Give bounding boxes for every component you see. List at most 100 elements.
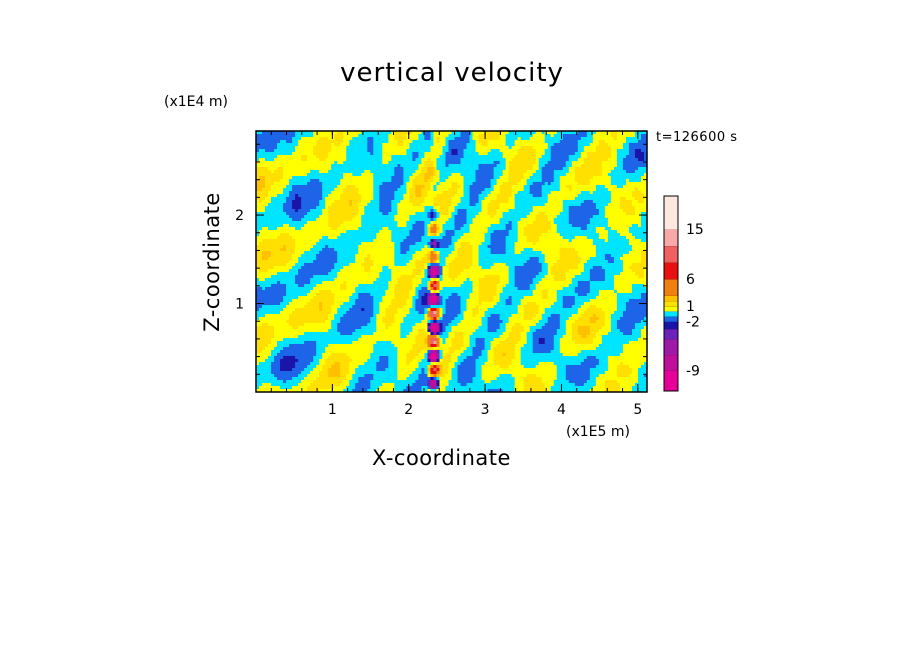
field-cell <box>532 140 537 144</box>
field-cell <box>472 209 476 213</box>
field-cell <box>400 140 404 144</box>
field-cell <box>367 173 371 177</box>
field-cell <box>574 146 579 150</box>
field-cell <box>316 137 320 141</box>
field-cell <box>463 155 467 159</box>
field-cell <box>364 188 368 192</box>
field-cell <box>577 140 582 144</box>
field-cell <box>550 218 555 222</box>
field-cell <box>394 239 398 243</box>
field-cell <box>319 197 323 201</box>
field-cell <box>388 188 392 192</box>
field-cell <box>385 218 389 222</box>
field-cell <box>412 179 416 183</box>
field-cell <box>613 185 618 189</box>
field-cell <box>532 197 537 201</box>
field-cell <box>328 155 332 159</box>
field-cell <box>349 236 353 240</box>
field-cell <box>601 218 606 222</box>
field-cell <box>610 203 615 207</box>
field-cell <box>337 197 341 201</box>
field-cell <box>571 161 576 165</box>
field-cell <box>268 233 272 237</box>
field-cell <box>289 245 293 249</box>
field-cell <box>433 185 437 189</box>
field-cell <box>430 203 434 207</box>
field-cell <box>445 143 449 147</box>
field-cell <box>628 206 633 210</box>
field-cell <box>484 179 488 183</box>
field-cell <box>292 227 296 231</box>
field-cell <box>538 212 543 216</box>
field-cell <box>475 242 479 246</box>
field-cell <box>286 131 290 135</box>
field-cell <box>304 185 308 189</box>
field-cell <box>346 239 350 243</box>
field-cell <box>448 158 452 162</box>
field-cell <box>325 239 329 243</box>
field-cell <box>604 224 609 228</box>
field-cell <box>355 236 359 240</box>
field-cell <box>301 137 305 141</box>
field-cell <box>514 203 519 207</box>
field-cell <box>376 230 380 234</box>
field-cell <box>493 221 498 225</box>
field-cell <box>400 155 404 159</box>
field-cell <box>421 188 425 192</box>
field-cell <box>373 218 377 222</box>
field-cell <box>382 230 386 234</box>
field-cell <box>436 236 440 240</box>
field-cell <box>562 230 567 234</box>
field-cell <box>457 212 461 216</box>
field-cell <box>463 170 467 174</box>
field-cell <box>385 245 389 249</box>
field-cell <box>502 134 507 138</box>
field-cell <box>562 134 567 138</box>
field-cell <box>403 185 407 189</box>
field-cell <box>415 185 419 189</box>
field-cell <box>448 146 452 150</box>
field-cell <box>361 143 365 147</box>
field-cell <box>577 161 582 165</box>
field-cell <box>379 185 383 189</box>
field-cell <box>520 152 525 156</box>
field-cell <box>637 170 642 174</box>
field-cell <box>280 143 284 147</box>
field-cell <box>484 209 488 213</box>
field-cell <box>379 167 383 171</box>
field-cell <box>634 200 639 204</box>
field-cell <box>544 191 549 195</box>
field-cell <box>604 146 609 150</box>
field-cell <box>439 224 443 228</box>
field-cell <box>346 164 350 168</box>
field-cell <box>622 170 627 174</box>
field-cell <box>592 212 597 216</box>
field-cell <box>274 167 278 171</box>
field-cell <box>325 155 329 159</box>
field-cell <box>346 236 350 240</box>
field-cell <box>535 152 540 156</box>
field-cell <box>373 170 377 174</box>
field-cell <box>484 197 488 201</box>
field-cell <box>502 242 507 246</box>
field-cell <box>475 191 479 195</box>
field-cell <box>355 182 359 186</box>
field-cell <box>550 194 555 198</box>
field-cell <box>469 242 473 246</box>
field-cell <box>259 134 263 138</box>
field-cell <box>337 236 341 240</box>
field-cell <box>322 179 326 183</box>
field-cell <box>595 200 600 204</box>
field-cell <box>373 194 377 198</box>
field-cell <box>280 242 284 246</box>
field-cell <box>388 146 392 150</box>
field-cell <box>577 188 582 192</box>
field-cell <box>280 188 284 192</box>
field-cell <box>364 161 368 165</box>
field-cell <box>505 221 510 225</box>
field-cell <box>430 212 434 216</box>
field-cell <box>313 137 317 141</box>
field-cell <box>442 173 446 177</box>
field-cell <box>508 236 513 240</box>
field-cell <box>361 233 365 237</box>
